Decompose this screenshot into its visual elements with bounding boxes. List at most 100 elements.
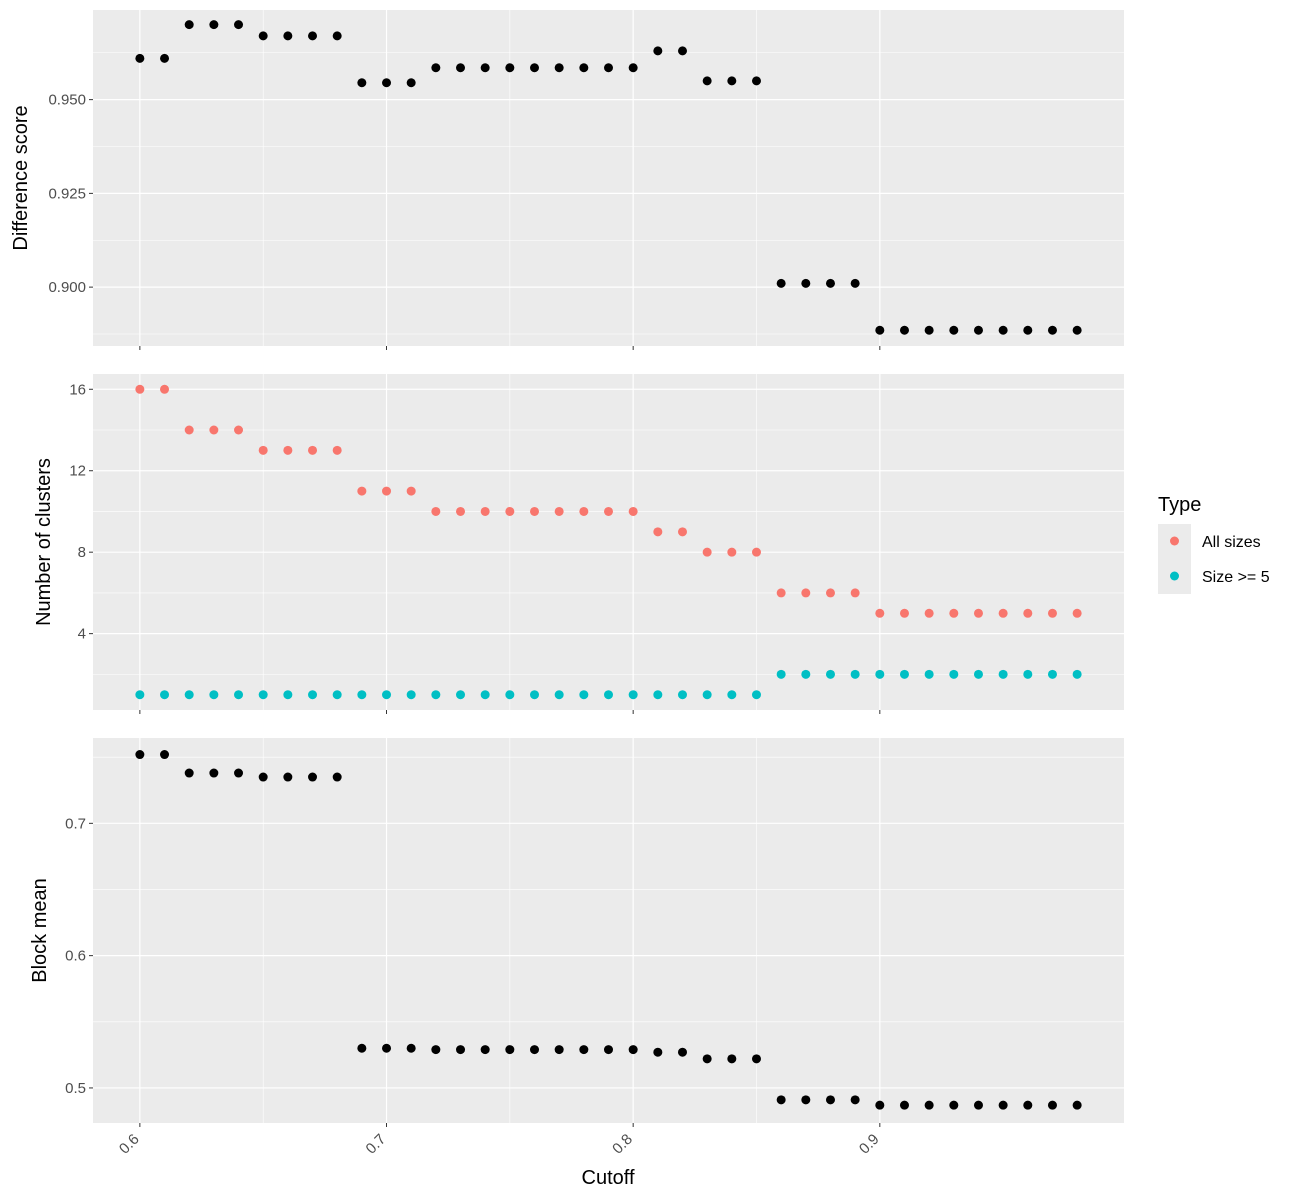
data-point [382,78,392,88]
data-point [283,31,293,41]
legend-key-size-ge-5 [1170,571,1179,581]
data-point [135,690,145,700]
data-point [825,278,835,288]
data-point [554,506,564,516]
data-point [924,325,934,335]
data-point [875,669,885,679]
data-point [406,1043,416,1053]
data-point [456,63,466,73]
data-point [382,690,392,700]
y-tick-label: 0.950 [48,92,86,109]
data-point [332,31,342,41]
data-point [924,669,934,679]
data-point [258,690,268,700]
data-point [998,1100,1008,1110]
data-point [973,1100,983,1110]
data-point [677,46,687,56]
data-point [258,31,268,41]
data-point [308,690,318,700]
data-point [604,63,613,73]
data-point [998,608,1008,618]
data-point [160,690,170,700]
data-point [776,588,786,598]
data-point [949,325,959,335]
data-point [505,506,515,516]
data-point [653,690,663,700]
data-point [283,690,293,700]
data-point [406,486,416,496]
data-point [554,63,564,73]
data-point [530,690,540,700]
data-point [751,690,761,700]
data-point [456,506,466,516]
data-point [801,278,811,288]
data-point [579,63,589,73]
data-point [530,1045,540,1055]
data-point [505,690,515,700]
panel-background [93,374,1124,710]
data-point [332,772,342,782]
data-point [604,690,613,700]
data-point [234,20,244,30]
data-point [751,547,761,557]
data-point [628,1045,638,1055]
data-point [973,325,983,335]
data-point [505,1045,515,1055]
data-point [234,425,244,435]
x-axis-title: Cutoff [582,1167,635,1189]
data-point [1072,1100,1082,1110]
legend-title: Type [1158,494,1201,516]
data-point [702,1054,712,1064]
data-point [135,750,145,760]
data-point [480,690,490,700]
data-point [406,78,416,88]
data-point [480,1045,490,1055]
data-point [184,425,194,435]
data-point [530,506,540,516]
data-point [801,588,811,598]
data-point [751,1054,761,1064]
data-point [702,76,712,86]
legend-key-all-sizes [1170,536,1179,546]
data-point [727,547,737,557]
data-point [653,46,663,56]
data-point [702,547,712,557]
data-point [456,690,466,700]
data-point [924,1100,934,1110]
data-point [801,669,811,679]
y-tick-label: 4 [78,626,86,643]
data-point [998,669,1008,679]
data-point [628,506,638,516]
data-point [431,506,441,516]
legend: Type All sizes Size >= 5 [1158,494,1270,594]
data-point [1072,669,1082,679]
data-point [628,63,638,73]
data-point [382,486,392,496]
data-point [604,1045,613,1055]
data-point [184,690,194,700]
data-point [1023,608,1033,618]
data-point [727,76,737,86]
data-point [677,527,687,537]
y-tick-label: 0.900 [48,279,86,296]
data-point [825,669,835,679]
data-point [283,445,293,455]
legend-label-all-sizes: All sizes [1202,534,1261,551]
data-point [554,690,564,700]
data-point [579,506,589,516]
y-tick-label: 0.5 [65,1080,86,1097]
data-point [135,53,145,63]
data-point [727,690,737,700]
data-point [604,506,613,516]
data-point [283,772,293,782]
data-point [899,608,909,618]
data-point [1072,325,1082,335]
data-point [850,588,860,598]
data-point [406,690,416,700]
panel-background [93,738,1124,1123]
data-point [160,384,170,394]
data-point [480,63,490,73]
y-axis-title: Block mean [29,878,51,983]
data-point [480,506,490,516]
